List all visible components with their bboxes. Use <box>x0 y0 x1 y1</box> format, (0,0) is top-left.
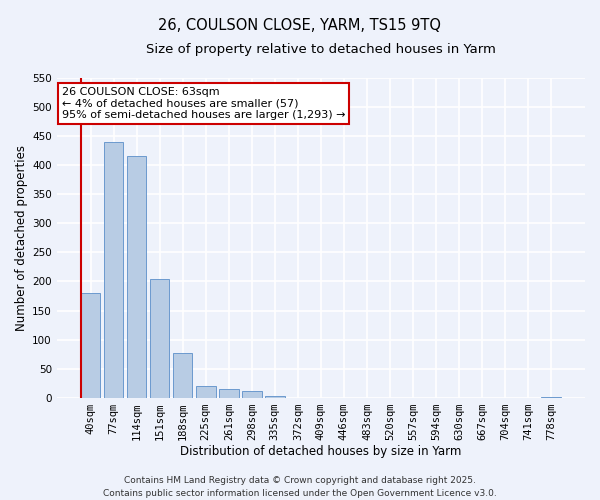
Bar <box>173 352 193 398</box>
Bar <box>242 391 262 398</box>
Bar <box>541 397 561 398</box>
Bar <box>150 278 169 398</box>
Bar <box>219 389 239 398</box>
Bar <box>81 293 100 398</box>
X-axis label: Distribution of detached houses by size in Yarm: Distribution of detached houses by size … <box>180 444 461 458</box>
Text: Contains HM Land Registry data © Crown copyright and database right 2025.
Contai: Contains HM Land Registry data © Crown c… <box>103 476 497 498</box>
Y-axis label: Number of detached properties: Number of detached properties <box>15 144 28 330</box>
Bar <box>196 386 215 398</box>
Bar <box>104 142 124 398</box>
Title: Size of property relative to detached houses in Yarm: Size of property relative to detached ho… <box>146 42 496 56</box>
Text: 26 COULSON CLOSE: 63sqm
← 4% of detached houses are smaller (57)
95% of semi-det: 26 COULSON CLOSE: 63sqm ← 4% of detached… <box>62 87 346 120</box>
Text: 26, COULSON CLOSE, YARM, TS15 9TQ: 26, COULSON CLOSE, YARM, TS15 9TQ <box>158 18 442 32</box>
Bar <box>127 156 146 398</box>
Bar <box>265 396 284 398</box>
